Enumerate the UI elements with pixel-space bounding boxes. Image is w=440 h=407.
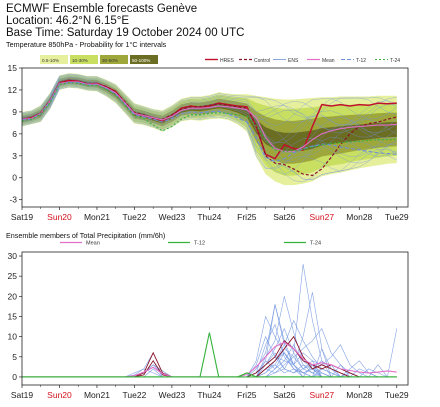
precip-member-line [22,360,397,378]
precip-series-mean [22,341,397,378]
precipitation-axis-xtick-label: Thu24 [197,390,221,400]
precipitation-panel-title: Ensemble members of Total Precipitation … [6,231,166,240]
temperature-axis-xtick-label: Mon28 [346,212,372,222]
precipitation-axis-xtick-label: Wed23 [159,390,186,400]
temperature-axis-ytick-label: 9 [12,107,17,117]
temperature-axis-xtick-label: Sat19 [11,212,33,222]
temperature-axis-ytick-label: -3 [9,195,17,205]
ens-member-line [21,85,397,172]
chart-title: ECMWF Ensemble forecasts Genève [6,3,198,15]
temperature-axis-xtick-label: Sat26 [273,212,295,222]
series-line-mean [21,81,397,152]
line-legend-label: Control [254,58,270,64]
precipitation-axis-ytick-label: 0 [12,372,17,382]
series-line-t-24 [21,82,397,152]
temperature-axis-ytick-label: 3 [12,151,17,161]
temperature-axis-xtick-label: Mon21 [84,212,110,222]
temperature-axis-ytick-label: 0 [12,173,17,183]
ens-member-line [21,73,397,118]
precip-member-line [22,327,397,378]
precip-member-line [22,344,397,378]
temperature-axis-xtick-label: Thu24 [197,212,221,222]
precip-member-line [22,315,397,378]
precipitation-axis-xtick-label: Mon21 [84,390,110,400]
band-legend-swatch [100,55,128,64]
temperature-axis-xtick-label: Tue22 [123,212,147,222]
temperature-axis-xtick-label: Wed23 [159,212,186,222]
precip-member-line [22,356,397,378]
band-legend-swatch [130,55,158,64]
precipitation-axis-ytick-label: 5 [12,352,17,362]
line-legend-label: T-24 [390,58,400,64]
temperature-panel-title: Temperature 850hPa - Probability for 1°C… [6,40,167,49]
precip-series-t-12 [22,332,397,378]
probability-band [22,78,397,152]
precipitation-axis-ytick-label: 15 [8,311,18,321]
precipitation-axis-xtick-label: Tue22 [123,390,147,400]
temperature-axis-xtick-label: Sun20 [47,212,72,222]
precipitation-axis-xtick-label: Sun20 [47,390,72,400]
base-time-text: Base Time: Saturday 19 October 2024 00 U… [6,27,245,39]
precip-member-line [22,304,397,378]
precipitation-axis-ytick-label: 20 [8,291,18,301]
precip-red-member-line [22,340,397,378]
precip-red-member-line [22,335,397,378]
precip-member-line [22,304,397,378]
ens-member-line [21,76,397,131]
temperature-axis-xtick-label: Fri25 [237,212,257,222]
precip-member-line [22,328,398,378]
line-legend-label: ENS [288,58,299,64]
line-legend-label: HRES [220,58,235,64]
precipitation-axis-ytick-label: 10 [8,332,18,342]
ens-member-line [21,84,397,183]
ens-member-line [21,86,397,180]
precipitation-axis-xtick-label: Sun27 [310,390,335,400]
location-text: Location: 46.2°N 6.15°E [6,15,130,27]
precip-member-line [22,327,397,378]
precip-legend-label: Mean [86,241,100,247]
ens-member-line [21,83,397,170]
precipitation-axis-xtick-label: Sat26 [273,390,295,400]
probability-band [22,76,397,164]
band-legend-label: 30-50% [102,58,118,63]
precip-member-line [22,364,397,378]
temperature-axis-frame [21,67,409,208]
band-legend-label: 10-30% [72,58,88,63]
precipitation-axis-ytick-label: 25 [8,271,18,281]
ens-member-line [21,77,397,143]
line-legend-label: Mean [322,58,335,64]
precipitation-axis-xtick-label: Sat19 [11,390,33,400]
temperature-axis-xtick-label: Sun27 [310,212,335,222]
band-legend-swatch [70,55,98,64]
precip-legend-label: T-12 [194,241,205,247]
series-line-t-12 [21,82,397,163]
ens-member-line [21,77,397,134]
precipitation-axis-xtick-label: Fri25 [237,390,257,400]
line-legend-label: T-12 [356,58,366,64]
temperature-axis-ytick-label: 15 [8,63,18,73]
precip-series-t-24 [22,372,397,378]
ens-member-line [21,74,397,124]
precip-legend-label: T-24 [310,241,321,247]
precipitation-axis-xtick-label: Tue29 [385,390,409,400]
temperature-axis-ytick-label: 12 [8,85,18,95]
temperature-axis-ytick-label: 6 [12,129,17,139]
precipitation-axis-ytick-label: 30 [8,251,18,261]
ens-member-line [21,83,397,175]
precipitation-axis-frame [21,251,409,386]
precipitation-axis-xtick-label: Mon28 [346,390,372,400]
ens-member-line [21,75,397,126]
band-legend-label: 50-100% [132,58,150,63]
precip-member-line [22,264,397,378]
band-legend-label: 0.5-10% [42,58,59,63]
temperature-axis-xtick-label: Tue29 [385,212,409,222]
precip-member-line [22,335,397,378]
band-legend-swatch [40,55,68,64]
